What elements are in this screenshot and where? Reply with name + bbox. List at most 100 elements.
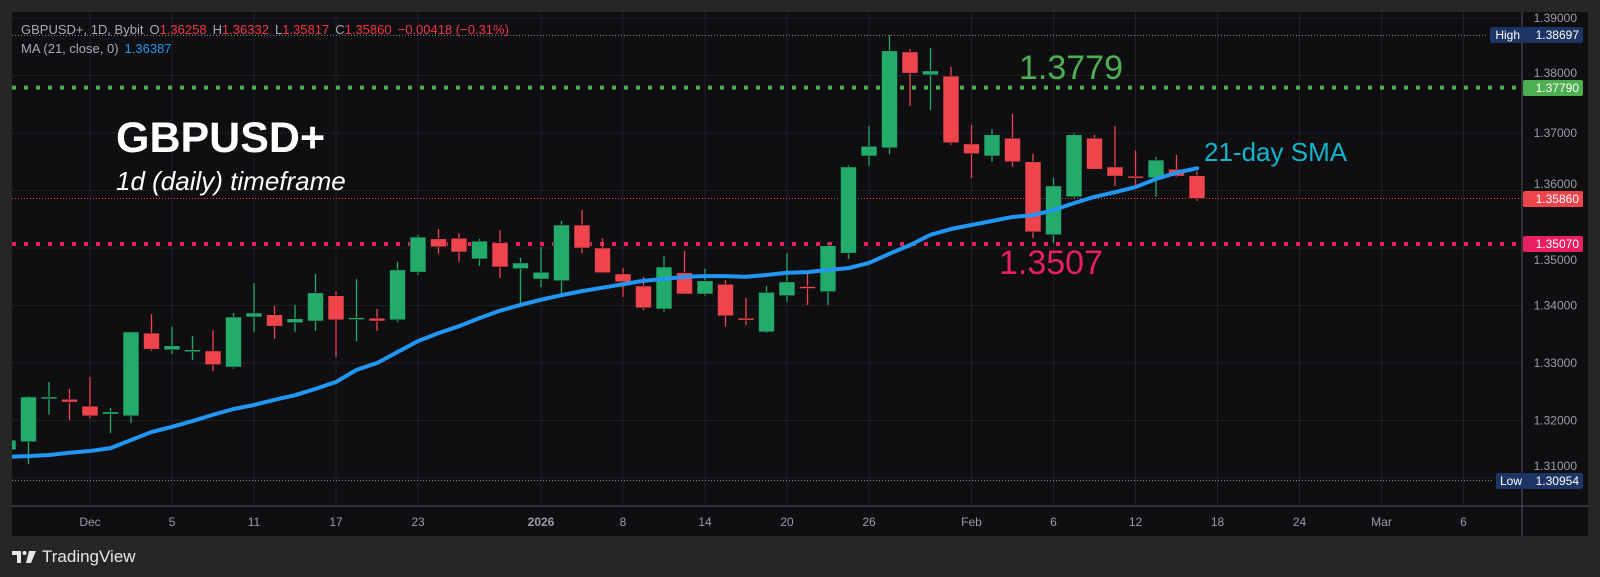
candles: [12, 35, 1206, 465]
candle-body: [717, 283, 734, 317]
candle: [471, 238, 488, 266]
candle: [409, 234, 427, 276]
candle: [225, 312, 242, 369]
candle-body: [594, 247, 611, 274]
x-tick-label: 6: [1050, 515, 1057, 529]
y-tick-label: 1.38000: [1534, 66, 1578, 80]
candle-body: [20, 396, 37, 443]
low-value: 1.35817: [282, 22, 330, 37]
candle: [737, 298, 755, 326]
candle-body: [327, 295, 345, 321]
candle-body: [1127, 175, 1144, 179]
x-tick-label: 8: [620, 515, 627, 529]
candle-body: [1065, 134, 1083, 198]
candle: [840, 165, 857, 259]
candle: [389, 261, 406, 323]
candle-body: [635, 285, 652, 309]
candle-body: [286, 318, 304, 324]
level-lines: [12, 34, 1522, 482]
candle: [655, 256, 673, 312]
candle-body: [881, 50, 898, 149]
candle-body: [983, 134, 1001, 157]
candle-body: [163, 345, 181, 351]
candle-body: [696, 280, 714, 295]
support-annotation: 1.3507: [999, 244, 1103, 282]
candle-body: [184, 349, 201, 353]
y-tick-label: 1.32000: [1534, 414, 1578, 428]
ma21-line: [12, 166, 1199, 459]
candle-body: [204, 350, 222, 366]
close-label: C: [335, 22, 345, 37]
candle-body: [512, 262, 529, 270]
candle-body: [799, 286, 816, 289]
candle: [12, 439, 17, 451]
candle-body: [1086, 137, 1103, 170]
candle: [307, 273, 324, 331]
axes: 1.39000 1.38000 1.37000 1.36000 1.35000 1.340…: [12, 11, 1588, 536]
candle-body: [573, 224, 591, 249]
low-tag-label: Low: [1496, 473, 1524, 489]
candle: [860, 126, 878, 166]
candle: [778, 253, 796, 303]
candle: [20, 395, 37, 465]
y-tick-label: 1.34000: [1534, 299, 1578, 313]
candle: [1065, 133, 1083, 198]
candle-body: [40, 396, 58, 400]
candle-body: [901, 51, 919, 74]
candle-body: [450, 237, 468, 253]
candle: [758, 285, 775, 334]
x-tick-label: Feb: [961, 515, 982, 529]
candle: [512, 257, 529, 305]
y-tick-label: 1.35000: [1534, 253, 1578, 267]
candle: [901, 49, 919, 106]
candle: [266, 306, 283, 339]
candle: [799, 272, 816, 305]
candle-body: [737, 317, 755, 321]
y-tick-label: 1.39000: [1534, 11, 1578, 25]
candle: [553, 220, 570, 297]
candle: [532, 246, 550, 288]
y-tick-label: 1.36000: [1534, 177, 1578, 191]
candle-body: [81, 405, 99, 417]
candle: [491, 230, 509, 278]
candle-body: [266, 314, 283, 327]
x-tick-label: 20: [780, 515, 794, 529]
candle-body: [840, 166, 857, 254]
candle-body: [61, 398, 78, 403]
open-label: O: [149, 22, 160, 37]
x-tick-label: Mar: [1371, 515, 1392, 529]
candle-body: [245, 312, 263, 318]
candle: [204, 330, 222, 372]
candle-body: [1004, 137, 1021, 163]
candle-body: [1188, 175, 1206, 199]
symbol-legend[interactable]: GBPUSD+, 1D, Bybit O1.36258 H1.36332 L1.358…: [21, 22, 515, 37]
low-tag-value: 1.30954: [1523, 473, 1583, 489]
candle-body: [758, 291, 775, 333]
candle-body: [922, 70, 939, 76]
candle: [348, 279, 365, 342]
candle: [594, 238, 611, 274]
x-tick-label: 11: [248, 515, 261, 529]
y-tick-label: 1.33000: [1534, 356, 1578, 370]
x-tick-label: 5: [169, 515, 176, 529]
x-tick-label: Dec: [79, 515, 100, 529]
candle-body: [778, 281, 796, 297]
candle-body: [12, 439, 17, 451]
candle-body: [532, 271, 550, 280]
candle: [143, 314, 160, 351]
candle-body: [553, 224, 570, 282]
candle-body: [942, 75, 960, 144]
candle-body: [655, 266, 673, 310]
high-value: 1.36332: [221, 22, 269, 37]
candle-body: [409, 236, 427, 273]
candle: [983, 128, 1001, 162]
ma-label: MA (21, close, 0): [21, 41, 119, 56]
candle: [922, 47, 939, 110]
low-label: L: [274, 22, 283, 37]
ma-legend[interactable]: MA (21, close, 0) 1.36387: [21, 41, 178, 56]
candle-body: [1024, 161, 1042, 233]
tradingview-logo[interactable]: TradingView: [12, 547, 136, 567]
symbol-info: GBPUSD+, 1D, Bybit: [21, 22, 144, 37]
change-value: −0.00418 (−0.31%): [397, 22, 509, 37]
